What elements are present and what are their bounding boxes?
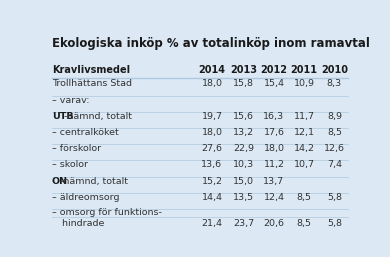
Text: -nämnd, totalt: -nämnd, totalt xyxy=(60,177,128,186)
Text: -nämnd, totalt: -nämnd, totalt xyxy=(64,112,131,121)
Text: 27,6: 27,6 xyxy=(202,144,222,153)
Text: 14,4: 14,4 xyxy=(202,193,222,202)
Text: 8,9: 8,9 xyxy=(327,112,342,121)
Text: 2014: 2014 xyxy=(199,66,225,76)
Text: 8,3: 8,3 xyxy=(327,79,342,88)
Text: 21,4: 21,4 xyxy=(202,219,222,228)
Text: – skolor: – skolor xyxy=(52,160,88,169)
Text: 2013: 2013 xyxy=(230,66,257,76)
Text: 8,5: 8,5 xyxy=(297,219,312,228)
Text: 15,0: 15,0 xyxy=(233,177,254,186)
Text: 15,8: 15,8 xyxy=(233,79,254,88)
Text: 15,4: 15,4 xyxy=(263,79,284,88)
Text: UTB: UTB xyxy=(52,112,73,121)
Text: 10,7: 10,7 xyxy=(294,160,315,169)
Text: 12,1: 12,1 xyxy=(294,128,315,137)
Text: 18,0: 18,0 xyxy=(202,128,222,137)
Text: 7,4: 7,4 xyxy=(327,160,342,169)
Text: 19,7: 19,7 xyxy=(202,112,222,121)
Text: 22,9: 22,9 xyxy=(233,144,254,153)
Text: 13,2: 13,2 xyxy=(233,128,254,137)
Text: 13,6: 13,6 xyxy=(201,160,223,169)
Text: 15,2: 15,2 xyxy=(202,177,222,186)
Text: – omsorg för funktions-: – omsorg för funktions- xyxy=(52,208,161,217)
Text: 2011: 2011 xyxy=(291,66,317,76)
Text: – förskolor: – förskolor xyxy=(52,144,101,153)
Text: 8,5: 8,5 xyxy=(327,128,342,137)
Text: 2010: 2010 xyxy=(321,66,348,76)
Text: 17,6: 17,6 xyxy=(263,128,284,137)
Text: 12,6: 12,6 xyxy=(324,144,345,153)
Text: 2012: 2012 xyxy=(261,66,287,76)
Text: 11,7: 11,7 xyxy=(294,112,315,121)
Text: 10,3: 10,3 xyxy=(233,160,254,169)
Text: Ekologiska inköp % av totalinköp inom ramavtal: Ekologiska inköp % av totalinköp inom ra… xyxy=(52,37,370,50)
Text: 23,7: 23,7 xyxy=(233,219,254,228)
Text: 5,8: 5,8 xyxy=(327,193,342,202)
Text: 5,8: 5,8 xyxy=(327,219,342,228)
Text: 20,6: 20,6 xyxy=(263,219,284,228)
Text: 16,3: 16,3 xyxy=(263,112,284,121)
Text: – varav:: – varav: xyxy=(52,96,89,105)
Text: 18,0: 18,0 xyxy=(202,79,222,88)
Text: – äldreomsorg: – äldreomsorg xyxy=(52,193,119,202)
Text: 12,4: 12,4 xyxy=(263,193,284,202)
Text: hindrade: hindrade xyxy=(56,219,105,228)
Text: 13,5: 13,5 xyxy=(233,193,254,202)
Text: ON: ON xyxy=(52,177,68,186)
Text: 15,6: 15,6 xyxy=(233,112,254,121)
Text: 11,2: 11,2 xyxy=(263,160,284,169)
Text: 8,5: 8,5 xyxy=(297,193,312,202)
Text: 18,0: 18,0 xyxy=(263,144,284,153)
Text: 10,9: 10,9 xyxy=(294,79,315,88)
Text: – centralköket: – centralköket xyxy=(52,128,119,137)
Text: Kravlivsmedel: Kravlivsmedel xyxy=(52,66,130,76)
Text: 14,2: 14,2 xyxy=(294,144,315,153)
Text: Trollhättans Stad: Trollhättans Stad xyxy=(52,79,132,88)
Text: 13,7: 13,7 xyxy=(263,177,284,186)
